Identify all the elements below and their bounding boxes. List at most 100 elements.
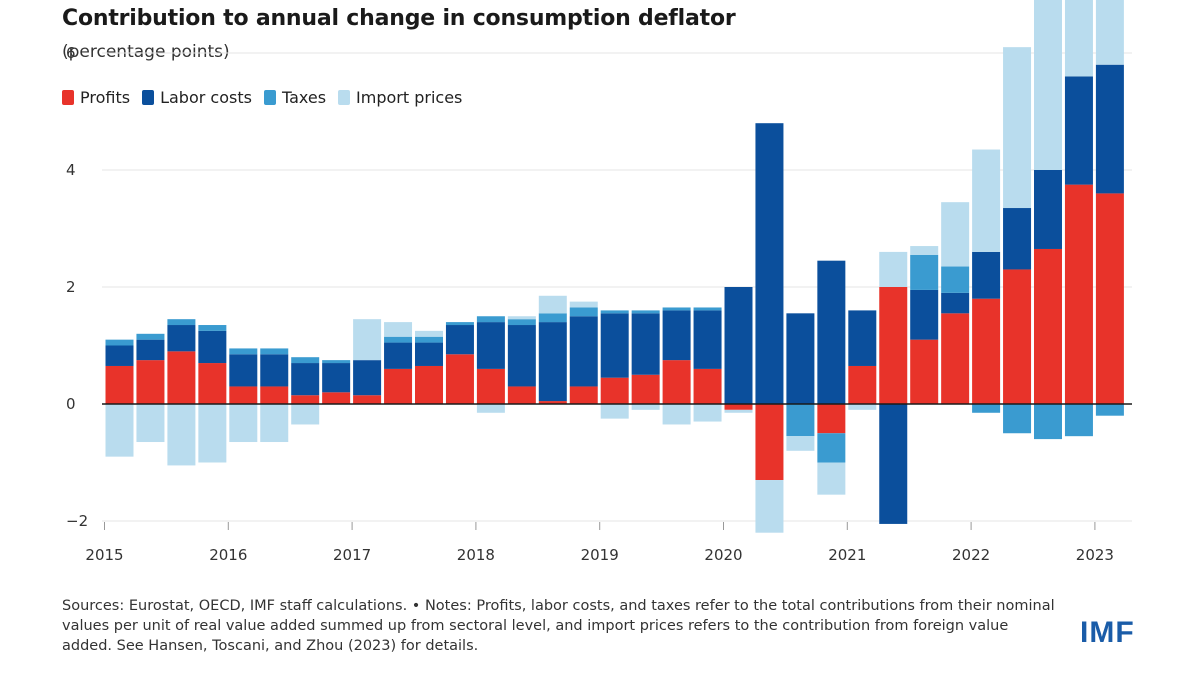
bar-labor-costs-2017Q1 xyxy=(353,360,382,396)
bar-profits-2020Q2 xyxy=(755,404,784,481)
bar-import-prices-2022Q4 xyxy=(1064,0,1093,77)
x-tick-label-2023: 2023 xyxy=(1076,546,1114,564)
stacked-bar-chart: −4−2024682015201620172018201920202021202… xyxy=(66,0,1132,564)
x-tick-label-2017: 2017 xyxy=(333,546,371,564)
y-tick-label: −2 xyxy=(66,512,88,530)
y-tick-label: 2 xyxy=(66,278,76,296)
bar-profits-2018Q4 xyxy=(569,386,598,404)
bar-profits-2015Q3 xyxy=(167,351,196,404)
bar-labor-costs-2022Q4 xyxy=(1064,76,1093,185)
bar-profits-2017Q3 xyxy=(415,365,443,404)
bar-import-prices-2018Q1 xyxy=(476,404,505,413)
bar-labor-costs-2021Q2 xyxy=(879,404,908,524)
bar-import-prices-2021Q4 xyxy=(941,202,970,267)
bar-taxes-2020Q4 xyxy=(817,433,846,463)
legend-item-import-prices: Import prices xyxy=(338,88,462,107)
bar-labor-costs-2018Q2 xyxy=(507,325,536,387)
bar-taxes-2022Q1 xyxy=(972,404,1001,413)
bar-labor-costs-2017Q2 xyxy=(384,342,413,369)
bar-labor-costs-2018Q1 xyxy=(476,322,505,369)
bar-labor-costs-2023Q1 xyxy=(1095,64,1124,194)
bar-import-prices-2018Q2 xyxy=(507,316,536,320)
x-tick-label-2022: 2022 xyxy=(952,546,990,564)
bar-import-prices-2016Q3 xyxy=(291,404,320,425)
bar-taxes-2017Q3 xyxy=(415,336,443,343)
legend-item-labor-costs: Labor costs xyxy=(142,88,252,107)
bar-labor-costs-2020Q1 xyxy=(724,287,753,404)
bar-profits-2019Q1 xyxy=(600,377,629,404)
bar-taxes-2020Q3 xyxy=(786,404,815,437)
x-tick-label-2021: 2021 xyxy=(828,546,866,564)
bar-labor-costs-2019Q2 xyxy=(631,313,660,375)
x-tick-label-2020: 2020 xyxy=(704,546,742,564)
bar-import-prices-2018Q4 xyxy=(569,301,598,308)
bar-import-prices-2017Q1 xyxy=(353,319,382,361)
bar-import-prices-2021Q3 xyxy=(910,246,939,255)
bar-taxes-2021Q3 xyxy=(910,254,939,290)
bar-profits-2022Q4 xyxy=(1064,184,1093,404)
bar-import-prices-2022Q3 xyxy=(1034,0,1062,170)
bar-profits-2017Q2 xyxy=(384,368,413,404)
bar-profits-2021Q1 xyxy=(848,365,877,404)
bar-taxes-2019Q2 xyxy=(631,310,660,314)
bar-labor-costs-2016Q4 xyxy=(322,363,351,393)
bar-labor-costs-2022Q2 xyxy=(1003,208,1032,270)
bar-labor-costs-2018Q3 xyxy=(538,322,567,402)
bar-import-prices-2021Q1 xyxy=(848,404,877,410)
bar-labor-costs-2021Q4 xyxy=(941,292,970,314)
bar-taxes-2019Q3 xyxy=(662,307,691,311)
bar-import-prices-2020Q4 xyxy=(817,462,846,495)
bar-profits-2015Q1 xyxy=(105,365,134,404)
bar-profits-2021Q3 xyxy=(910,339,939,404)
bar-profits-2022Q3 xyxy=(1034,248,1062,404)
bar-profits-2022Q2 xyxy=(1003,269,1032,404)
bar-taxes-2018Q2 xyxy=(507,319,536,326)
bar-import-prices-2019Q2 xyxy=(631,404,660,410)
bar-labor-costs-2017Q4 xyxy=(445,325,474,355)
bar-labor-costs-2016Q3 xyxy=(291,363,320,396)
legend-swatch-profits xyxy=(62,90,74,105)
bar-profits-2020Q1 xyxy=(724,404,753,410)
y-tick-label: 0 xyxy=(66,395,76,413)
bar-taxes-2019Q1 xyxy=(600,310,629,314)
bar-taxes-2015Q2 xyxy=(136,333,165,340)
bar-profits-2018Q2 xyxy=(507,386,536,404)
legend: Profits Labor costs Taxes Import prices xyxy=(62,88,462,107)
chart-subtitle: (percentage points) xyxy=(62,42,230,62)
bar-taxes-2018Q4 xyxy=(569,307,598,317)
bar-profits-2017Q1 xyxy=(353,395,382,404)
bar-taxes-2015Q3 xyxy=(167,319,196,326)
bar-taxes-2017Q2 xyxy=(384,336,413,343)
legend-item-profits: Profits xyxy=(62,88,130,107)
bar-taxes-2022Q2 xyxy=(1003,404,1032,434)
bar-taxes-2016Q2 xyxy=(260,348,289,355)
bar-labor-costs-2021Q1 xyxy=(848,310,877,366)
bar-profits-2021Q4 xyxy=(941,313,970,404)
bar-labor-costs-2019Q1 xyxy=(600,313,629,378)
bar-taxes-2017Q4 xyxy=(445,322,474,326)
legend-swatch-taxes xyxy=(263,90,276,105)
bar-import-prices-2019Q1 xyxy=(600,404,629,419)
bar-profits-2016Q3 xyxy=(291,395,320,404)
y-tick-label: 6 xyxy=(66,44,76,62)
bar-import-prices-2016Q1 xyxy=(229,404,258,443)
x-tick-label-2016: 2016 xyxy=(209,546,247,564)
legend-label-import-prices: Import prices xyxy=(356,88,463,107)
bar-import-prices-2021Q2 xyxy=(879,251,908,287)
bar-taxes-2022Q3 xyxy=(1034,404,1062,440)
bar-import-prices-2016Q2 xyxy=(260,404,289,443)
bar-taxes-2016Q4 xyxy=(322,360,351,364)
legend-swatch-labor-costs xyxy=(142,90,155,105)
bar-labor-costs-2020Q3 xyxy=(786,313,815,404)
bar-labor-costs-2015Q4 xyxy=(198,330,227,364)
bar-taxes-2022Q4 xyxy=(1064,404,1093,437)
bar-labor-costs-2022Q3 xyxy=(1034,170,1062,249)
bar-labor-costs-2019Q4 xyxy=(693,310,722,369)
bar-import-prices-2019Q4 xyxy=(693,404,722,422)
bar-import-prices-2019Q3 xyxy=(662,404,691,425)
bar-import-prices-2015Q1 xyxy=(105,404,134,457)
bar-labor-costs-2016Q1 xyxy=(229,354,258,387)
bar-labor-costs-2020Q4 xyxy=(817,260,846,404)
bar-taxes-2018Q3 xyxy=(538,313,567,323)
bar-taxes-2019Q4 xyxy=(693,307,722,311)
